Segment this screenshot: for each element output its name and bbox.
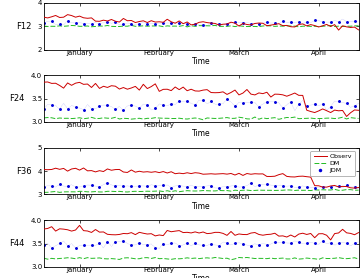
Y-axis label: F12: F12 — [16, 22, 32, 31]
X-axis label: Time: Time — [192, 57, 210, 66]
Y-axis label: F24: F24 — [9, 94, 25, 103]
X-axis label: Time: Time — [192, 202, 210, 211]
Y-axis label: F36: F36 — [16, 167, 32, 175]
Y-axis label: F44: F44 — [9, 239, 25, 248]
X-axis label: Time: Time — [192, 129, 210, 138]
X-axis label: Time: Time — [192, 274, 210, 278]
Legend: Observ, DM, JDM: Observ, DM, JDM — [310, 151, 355, 176]
